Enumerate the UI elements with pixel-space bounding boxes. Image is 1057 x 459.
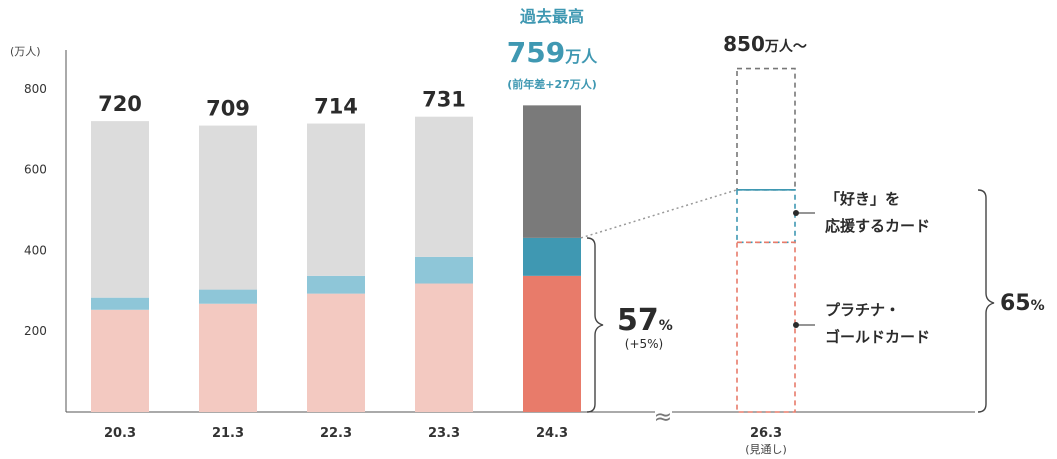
record-value-line: 759万人 [507,36,598,69]
projection-bar-outline [736,67,796,191]
bar-oshi-card [307,275,365,294]
x-label-projection: 26.3 [750,426,782,441]
x-label-projection-note: (見通し) [745,443,787,456]
x-tick-label: 20.3 [104,426,136,441]
legend-platinum-line1: プラチナ・ [825,301,900,319]
projection-bar [736,67,796,413]
share-latest-value: 57 [617,303,659,338]
y-tick-label: 800 [24,82,47,96]
legend-oshi-line2: 応援するカード [825,217,930,235]
bar-total-label: 731 [422,88,466,112]
bar-total-label: 720 [98,92,142,116]
bar-platinum-gold [415,283,473,412]
share-projection-unit: % [1031,298,1045,314]
projection-total-line: 850万人〜 [723,32,807,56]
bar-total-label: 714 [314,95,358,119]
share-latest-unit: % [659,318,673,334]
bar-group: 720 709 714 731 [91,88,581,412]
bar-other [415,116,473,257]
bar-oshi-card [415,256,473,284]
bar-oshi-card [523,237,581,276]
bar-oshi-card [91,297,149,310]
bar-oshi-card [199,289,257,304]
y-unit-label: (万人) [10,45,41,58]
bar-platinum-gold [91,309,149,412]
bar-platinum-gold [523,275,581,412]
x-tick-label: 22.3 [320,426,352,441]
projection-total-value: 850 [723,32,765,56]
share-latest-note: (+5%) [625,337,663,351]
share-projection-brace [977,189,995,413]
x-axis-labels: 20.3 21.3 22.3 23.3 24.3 [104,426,568,441]
y-tick-label: 200 [24,324,47,338]
projection-platinum-segment [736,241,796,413]
bar-other [91,121,149,298]
share-projection-value: 65 [1000,291,1031,316]
record-note: (前年差+27万人) [507,77,597,91]
legend-oshi-line1: 「好き」を [825,190,900,208]
connector-dotted-line [580,189,738,239]
legend-platinum-line2: ゴールドカード [825,328,930,346]
axis-break-symbol: ≈ [654,405,672,430]
y-tick-label: 400 [24,243,47,257]
bar-total-label: 709 [206,97,250,121]
bar-other [523,105,581,238]
x-tick-label: 21.3 [212,426,244,441]
record-title: 過去最高 [519,7,584,26]
share-projection-line: 65% [1000,291,1045,316]
x-tick-label: 24.3 [536,426,568,441]
bar-platinum-gold [307,293,365,412]
y-tick-label: 600 [24,163,47,177]
y-axis-ticks: 200 400 600 800 [24,82,47,338]
share-latest-brace [586,237,604,413]
bar-other [199,125,257,290]
projection-total-unit: 万人〜 [764,38,807,55]
share-latest-line: 57% [617,303,673,338]
bar-other [307,123,365,276]
bar-platinum-gold [199,303,257,412]
record-value: 759 [507,36,565,69]
x-tick-label: 23.3 [428,426,460,441]
record-unit: 万人 [564,47,598,66]
projection-oshi-segment [736,189,796,244]
